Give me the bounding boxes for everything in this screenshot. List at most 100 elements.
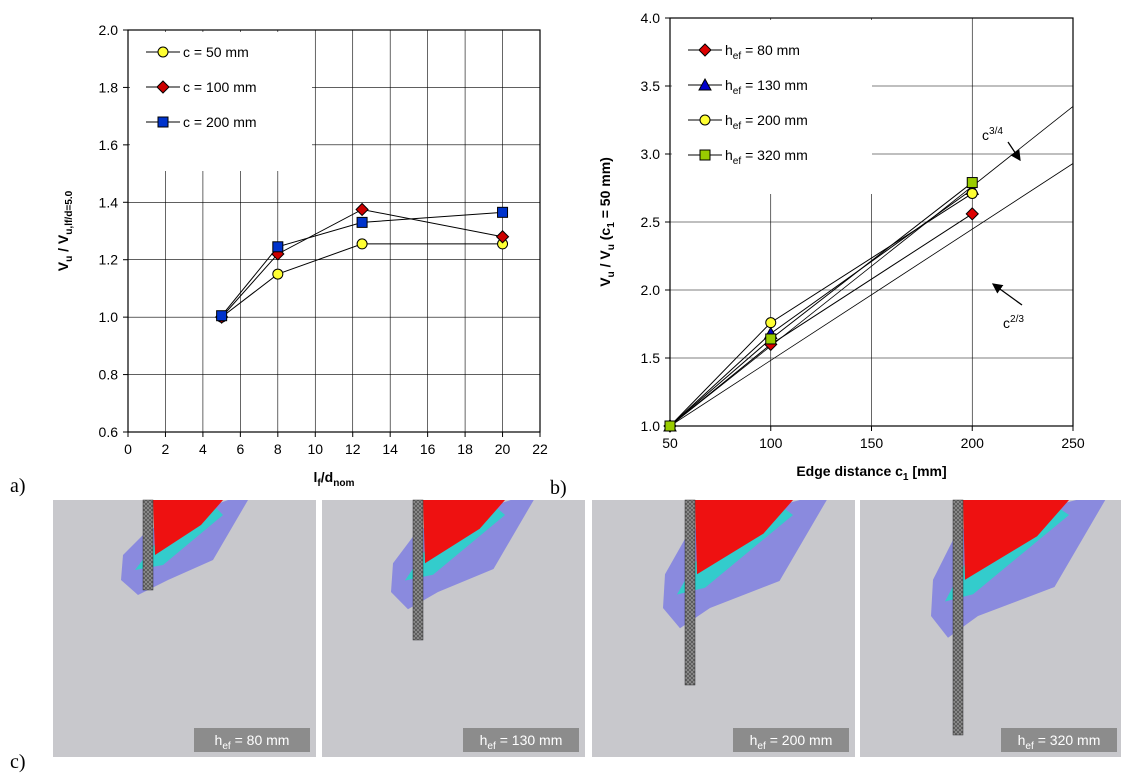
point bbox=[356, 216, 368, 228]
annotation-arrow bbox=[1007, 141, 1021, 162]
text-part: /d bbox=[321, 469, 333, 485]
text-part: c bbox=[982, 127, 989, 143]
point bbox=[356, 238, 368, 250]
x-tick-label: 6 bbox=[236, 441, 244, 457]
script-text: f bbox=[317, 478, 321, 489]
y-axis-label: Vu / Vu,lf/d=5.0 bbox=[55, 190, 75, 271]
text-part: = 130 mm bbox=[741, 77, 808, 93]
text-part: h bbox=[725, 77, 733, 93]
series-line bbox=[221, 211, 503, 317]
point bbox=[765, 317, 777, 329]
text-part: h bbox=[215, 732, 223, 748]
y-tick-label: 4.0 bbox=[641, 10, 661, 26]
script-text: ef bbox=[733, 156, 742, 167]
legend-marker bbox=[698, 77, 712, 91]
label-box bbox=[733, 728, 849, 752]
point bbox=[495, 230, 510, 244]
text-part: / V bbox=[597, 250, 613, 272]
script-text: 3/4 bbox=[989, 126, 1003, 137]
panel-label: b) bbox=[550, 477, 567, 499]
image-label: hef = 200 mm bbox=[750, 732, 833, 752]
fe-anchor-rod bbox=[412, 499, 424, 641]
fe-anchor-rod bbox=[142, 499, 154, 591]
x-tick-label: 150 bbox=[860, 435, 884, 451]
label-box bbox=[194, 728, 310, 752]
annotation-arrow bbox=[991, 283, 1023, 306]
x-tick-label: 200 bbox=[961, 435, 985, 451]
panel-label: c) bbox=[10, 751, 26, 773]
y-tick-label: 1.4 bbox=[99, 194, 119, 210]
legend-label: hef = 80 mm bbox=[725, 42, 800, 62]
y-tick-label: 1.5 bbox=[641, 350, 661, 366]
text-part: = 80 mm bbox=[741, 42, 800, 58]
script-text: 1 bbox=[903, 472, 909, 483]
x-tick-label: 18 bbox=[457, 441, 473, 457]
text-part: Edge distance c bbox=[796, 463, 903, 479]
legend-marker bbox=[699, 114, 711, 126]
legend-marker bbox=[157, 116, 169, 128]
y-tick-label: 1.6 bbox=[99, 137, 119, 153]
point bbox=[765, 333, 777, 345]
y-axis-label: Vu / Vu (c1 = 50 mm) bbox=[597, 157, 617, 287]
x-axis-label: lf/dnom bbox=[314, 469, 355, 489]
legend-label: c = 200 mm bbox=[183, 114, 257, 130]
text-part: V bbox=[597, 277, 613, 287]
point bbox=[272, 268, 284, 280]
text-part: = 200 mm bbox=[741, 112, 808, 128]
script-text: 2/3 bbox=[1010, 314, 1024, 325]
series-line bbox=[221, 208, 503, 318]
x-tick-label: 250 bbox=[1061, 435, 1085, 451]
text-part: = 50 mm) bbox=[597, 157, 613, 222]
text-part: c bbox=[1003, 315, 1010, 331]
x-tick-label: 2 bbox=[162, 441, 170, 457]
y-tick-label: 2.0 bbox=[99, 22, 119, 38]
y-tick-label: 2.0 bbox=[641, 282, 661, 298]
image-label: hef = 80 mm bbox=[215, 732, 290, 752]
y-tick-label: 0.6 bbox=[99, 424, 119, 440]
text-part: h bbox=[725, 147, 733, 163]
series-line bbox=[221, 243, 503, 318]
image-label: hef = 130 mm bbox=[480, 732, 563, 752]
legend-marker bbox=[699, 149, 711, 161]
x-tick-label: 22 bbox=[532, 441, 548, 457]
x-tick-label: 10 bbox=[307, 441, 323, 457]
text-part: / V bbox=[55, 234, 71, 256]
fe-images: hef = 80 mm hef = 130 mm hef = 200 mm h ef =… bbox=[53, 499, 1121, 757]
x-tick-label: 8 bbox=[274, 441, 282, 457]
point bbox=[966, 187, 978, 199]
y-tick-label: 0.8 bbox=[99, 367, 119, 383]
legend-marker bbox=[698, 43, 712, 57]
plot-frame bbox=[669, 17, 1074, 427]
point bbox=[272, 241, 284, 253]
text-part: h bbox=[1018, 732, 1026, 748]
script-text: ef bbox=[757, 741, 766, 752]
x-tick-label: 0 bbox=[124, 441, 132, 457]
y-tick-label: 1.8 bbox=[99, 79, 119, 95]
x-tick-label: 100 bbox=[759, 435, 783, 451]
text-part: h bbox=[480, 732, 488, 748]
legend-label: hef = 320 mm bbox=[725, 147, 808, 167]
reference-line bbox=[669, 106, 1074, 427]
point bbox=[966, 177, 978, 189]
series-line bbox=[669, 213, 973, 427]
x-tick-label: 16 bbox=[420, 441, 436, 457]
fe-anchor-rod bbox=[952, 499, 964, 736]
legend-label: hef = 200 mm bbox=[725, 112, 808, 132]
text-part: (c bbox=[597, 228, 613, 245]
panel-label: a) bbox=[10, 475, 26, 497]
label-box bbox=[463, 728, 579, 752]
y-tick-label: 2.5 bbox=[641, 214, 661, 230]
y-tick-label: 1.0 bbox=[641, 418, 661, 434]
y-tick-label: 3.0 bbox=[641, 146, 661, 162]
script-text: u,lf/d=5.0 bbox=[64, 190, 75, 234]
text-part: h bbox=[725, 112, 733, 128]
fe-crack-red bbox=[423, 500, 505, 564]
label-box bbox=[1001, 728, 1117, 752]
x-tick-label: 20 bbox=[495, 441, 511, 457]
text-part: = 320 mm bbox=[1034, 732, 1101, 748]
script-text: ef bbox=[733, 51, 742, 62]
text-part: [mm] bbox=[909, 463, 947, 479]
legend-label: c = 100 mm bbox=[183, 79, 257, 95]
